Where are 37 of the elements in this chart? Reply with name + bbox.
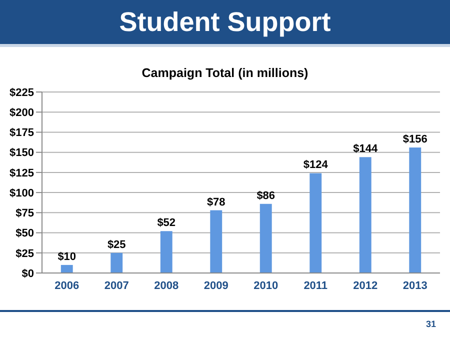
bar (210, 210, 222, 273)
y-tick-label: $50 (16, 228, 34, 240)
bar (260, 204, 272, 273)
x-tick-label: 2007 (104, 280, 129, 292)
x-tick-label: 2012 (353, 280, 378, 292)
chart-subtitle: Campaign Total (in millions) (140, 66, 310, 80)
x-tick-label: 2013 (402, 280, 428, 292)
y-tick-label: $125 (10, 167, 34, 180)
data-label: $25 (107, 238, 126, 251)
y-tick-label: $25 (16, 248, 34, 260)
data-label: $52 (157, 217, 176, 230)
data-label: $86 (256, 190, 276, 202)
data-label: $144 (353, 143, 378, 156)
x-tick-label: 2009 (204, 280, 228, 292)
data-label: $124 (303, 159, 329, 172)
y-tick-label: $200 (10, 107, 34, 120)
y-tick-label: $100 (10, 187, 34, 200)
chart-title: Student Support (0, 0, 450, 47)
x-tick-label: 2010 (254, 280, 278, 292)
text: 31 (426, 319, 436, 329)
y-tick-label: $225 (10, 86, 34, 99)
y-tick-label: $150 (10, 147, 34, 160)
bar (160, 231, 172, 273)
bar (359, 157, 372, 273)
bar (409, 148, 422, 273)
y-tick-label: $175 (10, 127, 34, 140)
x-tick-label: 2006 (54, 280, 80, 292)
bar (110, 252, 123, 273)
data-label: $78 (206, 196, 226, 208)
y-tick-label: $0 (22, 268, 34, 280)
x-tick-label: 2011 (304, 280, 328, 292)
y-tick-label: $75 (16, 208, 34, 220)
data-label: $156 (402, 134, 428, 146)
x-tick-label: 2008 (154, 280, 179, 292)
data-label: $10 (58, 250, 76, 263)
bar (60, 264, 73, 273)
bar (310, 173, 322, 273)
